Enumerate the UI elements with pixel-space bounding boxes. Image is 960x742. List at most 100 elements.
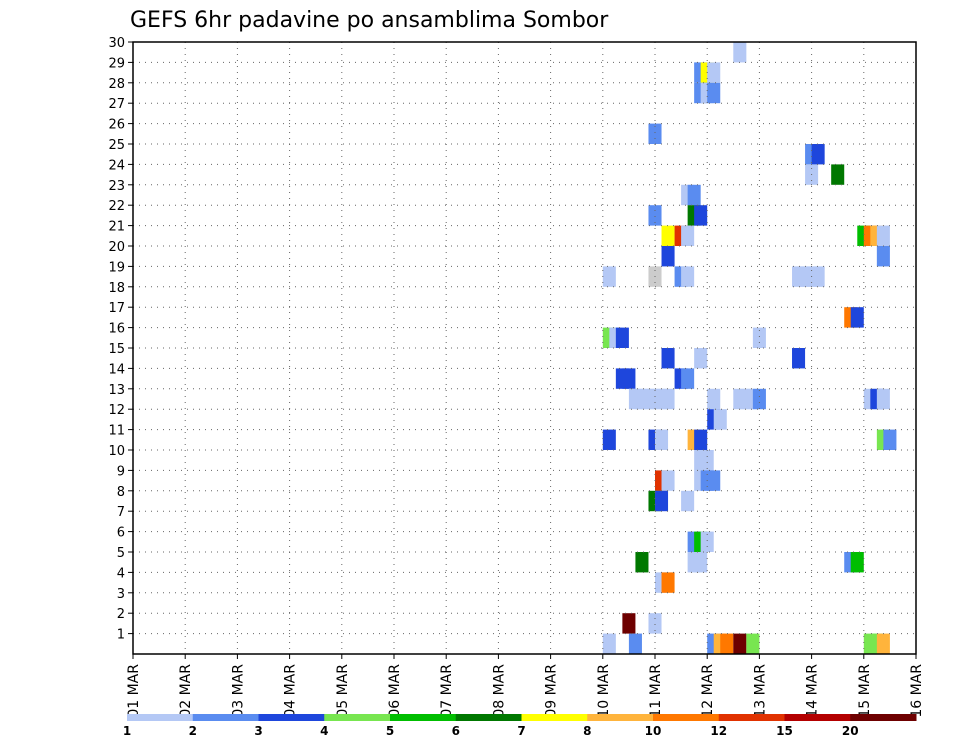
heatmap-cell [622,368,636,389]
colorbar-label: 6 [452,724,460,738]
heatmap-cell [694,348,708,369]
colorbar-swatch [324,714,391,721]
x-axis: 01 MAR 02 MAR 03 MAR 04 MAR 05 MAR 06 MAR 07 M… [126,654,925,718]
heatmap-cell [876,388,890,410]
heatmap-cell [661,348,675,369]
x-tick-label: 14 MAR [805,664,821,718]
heatmap-cell [707,470,721,491]
heatmap-cell [602,429,616,450]
x-tick-label: 10 MAR [596,664,612,718]
colorbar-label: 5 [386,724,394,738]
heatmap-cell [602,633,616,654]
heatmap-cell [850,307,864,328]
heatmap-cell [648,205,662,226]
y-tick-label: 8 [117,485,125,500]
heatmap-cell [655,490,669,512]
y-tick-label: 27 [108,97,125,112]
heatmap-cell [687,184,701,206]
colorbar-label: 1 [123,724,131,738]
heatmap-cell [648,123,662,144]
heatmap-cell [655,429,669,450]
y-tick-label: 23 [108,179,125,194]
heatmap-cell [661,572,675,593]
colorbar-swatch [455,714,522,721]
x-tick-label: 01 MAR [126,664,142,718]
heatmap-cell [707,388,721,410]
y-tick-label: 12 [108,403,125,418]
heatmap-cell [694,205,708,226]
heatmap-cell [661,388,675,410]
chart-title: GEFS 6hr padavine po ansamblima Sombor [130,8,609,33]
colorbar-label: 10 [645,724,662,738]
x-tick-label: 08 MAR [491,664,507,718]
heatmap-cell [752,388,766,410]
heatmap-cell [707,82,721,104]
y-tick-label: 15 [108,342,125,357]
y-tick-label: 2 [117,607,125,622]
colorbar-label: 4 [320,724,328,738]
x-tick-label: 07 MAR [439,664,455,718]
y-tick-label: 25 [108,138,125,153]
colorbar-label: 7 [517,724,525,738]
colorbar-swatch [784,714,851,721]
colorbar-swatch [192,714,259,721]
y-tick-label: 6 [117,526,125,541]
y-tick-label: 1 [117,628,125,643]
cells-layer [602,42,897,654]
y-tick-label: 19 [108,260,125,275]
y-tick-label: 28 [108,77,125,92]
x-tick-label: 02 MAR [178,664,194,718]
colorbar: 1 2 3 4 5 6 7 8 10 12 15 20 [123,714,917,738]
heatmap-cell [694,552,708,573]
y-tick-label: 10 [108,444,125,459]
heatmap-cell [681,368,695,389]
y-tick-label: 26 [108,118,125,133]
heatmap-cell [850,552,864,573]
heatmap-cell [746,633,760,654]
heatmap-cell [752,327,766,348]
heatmap-cell [615,327,629,348]
heatmap-cell [713,409,727,430]
heatmap-cell [635,552,649,573]
colorbar-label: 8 [583,724,591,738]
heatmap-cell [876,633,890,654]
x-tick-label: 12 MAR [700,664,716,718]
heatmap-cell [700,450,714,471]
x-tick-label: 15 MAR [857,664,873,718]
heatmap-cell [694,429,708,450]
heatmap-cell [831,164,845,185]
x-tick-label: 16 MAR [909,664,925,718]
y-tick-label: 11 [108,424,125,439]
heatmap-cell [792,348,806,369]
y-tick-label: 17 [108,301,125,316]
y-tick-label: 9 [117,464,125,479]
y-tick-label: 18 [108,281,125,296]
colorbar-label: 3 [254,724,262,738]
colorbar-swatch [258,714,325,721]
heatmap-cell [720,633,734,654]
y-tick-label: 13 [108,383,125,398]
colorbar-swatch [653,714,720,721]
heatmap-cell [811,266,825,287]
heatmap-cell [648,613,662,634]
heatmap-cell [811,144,825,165]
colorbar-swatch [521,714,588,721]
x-tick-label: 13 MAR [752,664,768,718]
x-tick-label: 05 MAR [335,664,351,718]
heatmap-cell [733,42,747,63]
y-tick-label: 5 [117,546,125,561]
colorbar-swatch [850,714,917,721]
y-tick-label: 22 [108,199,125,214]
colorbar-label: 12 [710,724,727,738]
colorbar-swatch [390,714,457,721]
y-tick-label: 4 [117,566,125,581]
y-tick-label: 14 [108,362,125,377]
x-tick-label: 09 MAR [544,664,560,718]
heatmap-cell [661,470,675,491]
y-tick-label: 30 [108,36,125,51]
y-tick-label: 29 [108,56,125,71]
y-tick-label: 3 [117,587,125,602]
heatmap-cell [622,613,636,634]
y-tick-label: 16 [108,322,125,337]
